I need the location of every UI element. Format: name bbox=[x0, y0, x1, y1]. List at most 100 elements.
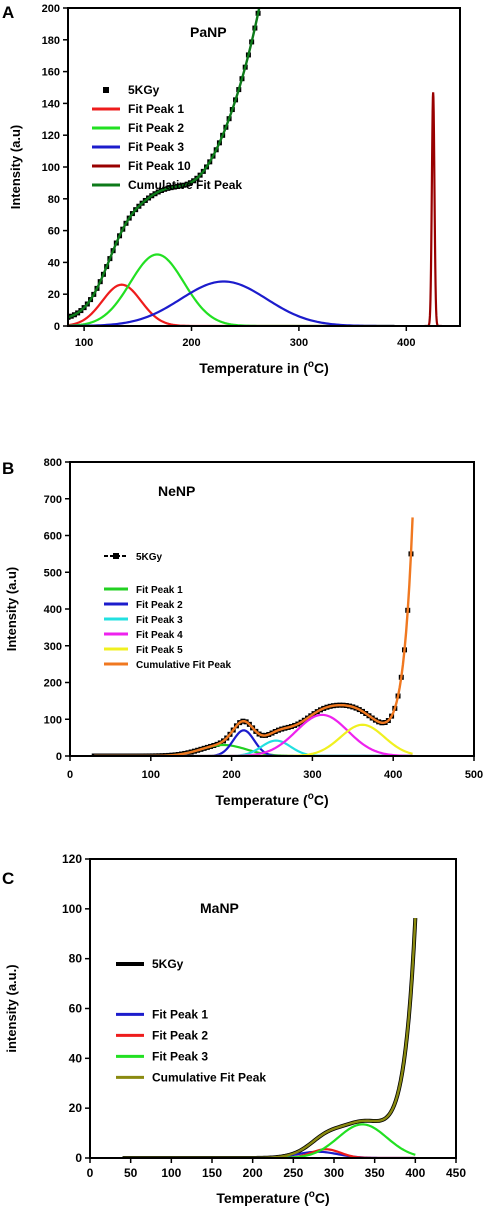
fit-peak-line bbox=[94, 729, 413, 756]
data-marker bbox=[149, 753, 155, 756]
x-tick-label: 350 bbox=[365, 1166, 385, 1180]
x-axis-label: Temperature (oC) bbox=[215, 791, 328, 808]
panel-letter: B bbox=[2, 459, 14, 478]
y-tick-label: 100 bbox=[62, 902, 82, 916]
legend-label: Fit Peak 2 bbox=[152, 1028, 208, 1042]
legend-label: Fit Peak 10 bbox=[128, 159, 191, 173]
legend-label: Fit Peak 1 bbox=[152, 1007, 208, 1021]
y-tick-label: 500 bbox=[44, 567, 62, 579]
fit-peak-line bbox=[68, 283, 395, 326]
data-marker bbox=[143, 753, 149, 756]
x-tick-label: 50 bbox=[124, 1166, 138, 1180]
y-tick-label: 20 bbox=[69, 1101, 83, 1115]
y-tick-label: 140 bbox=[42, 98, 60, 110]
legend: 5KGy Fit Peak 1 Fit Peak 2 Fit Peak 3 Cumula… bbox=[116, 957, 266, 1084]
x-axis-label-unit: C) bbox=[315, 1190, 330, 1206]
fit-peak-line bbox=[68, 280, 395, 326]
x-tick-label: 400 bbox=[384, 769, 402, 781]
y-tick-label: 40 bbox=[69, 1051, 83, 1065]
y-tick-label: 0 bbox=[56, 751, 62, 763]
y-axis-label: Intensity (a.u) bbox=[4, 567, 19, 652]
y-tick-label: 600 bbox=[44, 531, 62, 543]
y-axis-label: intensity (a.u.) bbox=[4, 964, 19, 1052]
y-tick-label: 40 bbox=[48, 257, 60, 269]
x-axis-label-main: Temperature in ( bbox=[199, 360, 308, 376]
fit-peak-line bbox=[94, 739, 413, 756]
x-tick-label: 300 bbox=[290, 337, 308, 349]
plot-area bbox=[68, 8, 442, 326]
fit-peak-line bbox=[68, 253, 395, 326]
data-marker bbox=[94, 753, 100, 756]
legend-label: Cumulative Fit Peak bbox=[128, 178, 242, 192]
data-marker bbox=[146, 753, 152, 756]
x-tick-label: 200 bbox=[182, 337, 200, 349]
cumulative-fit-line bbox=[68, 8, 261, 319]
legend-label: Fit Peak 3 bbox=[128, 140, 184, 154]
x-tick-label: 100 bbox=[161, 1166, 181, 1180]
y-tick-label: 60 bbox=[48, 226, 60, 238]
x-axis-label-unit: C) bbox=[314, 360, 329, 376]
x-tick-label: 200 bbox=[243, 1166, 263, 1180]
fit-peak-line bbox=[94, 723, 413, 756]
legend-label: Cumulative Fit Peak bbox=[152, 1070, 266, 1084]
data-marker bbox=[117, 753, 123, 756]
legend-label: Fit Peak 2 bbox=[128, 121, 184, 135]
fit-peak-line bbox=[424, 92, 442, 326]
y-tick-label: 160 bbox=[42, 67, 60, 79]
panel-letter: C bbox=[2, 869, 14, 888]
legend-label: Fit Peak 1 bbox=[128, 102, 184, 116]
legend-label: Fit Peak 5 bbox=[136, 645, 183, 656]
x-axis-label-main: Temperature ( bbox=[216, 1190, 309, 1206]
y-tick-label: 80 bbox=[48, 194, 60, 206]
legend-label: 5KGy bbox=[152, 957, 184, 971]
fit-peak-line bbox=[122, 1123, 416, 1158]
x-tick-label: 100 bbox=[75, 337, 93, 349]
y-tick-label: 400 bbox=[44, 604, 62, 616]
y-tick-label: 800 bbox=[44, 457, 62, 469]
data-marker bbox=[107, 753, 113, 756]
x-axis-label-degree: o bbox=[308, 359, 314, 370]
y-tick-label: 700 bbox=[44, 494, 62, 506]
data-marker bbox=[104, 753, 110, 756]
chart-panel-b: B 0 100 200 300 400 500 0 100 200 300 400 500 600 700 8… bbox=[2, 457, 483, 808]
y-tick-label: 180 bbox=[42, 35, 60, 47]
plot-frame bbox=[89, 858, 457, 1159]
legend-label: Cumulative Fit Peak bbox=[136, 660, 231, 671]
x-tick-label: 100 bbox=[142, 769, 160, 781]
y-tick-label: 60 bbox=[69, 1002, 83, 1016]
data-marker bbox=[114, 753, 120, 756]
data-marker bbox=[120, 753, 126, 756]
legend-label: Fit Peak 1 bbox=[136, 585, 183, 596]
x-tick-label: 400 bbox=[397, 337, 415, 349]
legend-label: Fit Peak 3 bbox=[152, 1049, 208, 1063]
y-tick-label: 0 bbox=[75, 1151, 82, 1165]
y-tick-label: 120 bbox=[62, 852, 82, 866]
y-axis-label: Intensity (a.u) bbox=[8, 125, 23, 210]
legend-swatch-marker bbox=[103, 87, 109, 93]
legend: 5KGy Fit Peak 1 Fit Peak 2 Fit Peak 3 Fit Pe… bbox=[92, 83, 242, 192]
legend: 5KGy Fit Peak 1 Fit Peak 2 Fit Peak 3 Fit Pe… bbox=[104, 552, 231, 671]
legend-label: Fit Peak 2 bbox=[136, 600, 183, 611]
data-marker bbox=[98, 753, 104, 756]
x-axis-label-main: Temperature ( bbox=[215, 792, 308, 808]
data-marker bbox=[133, 753, 139, 756]
legend-label: Fit Peak 3 bbox=[136, 615, 183, 626]
x-tick-label: 400 bbox=[405, 1166, 425, 1180]
data-marker bbox=[124, 753, 130, 756]
x-tick-label: 500 bbox=[465, 769, 483, 781]
x-tick-label: 200 bbox=[222, 769, 240, 781]
y-tick-label: 120 bbox=[42, 130, 60, 142]
legend-label: 5KGy bbox=[136, 552, 163, 563]
chart-panel-a: A 100 200 300 400 0 20 40 60 80 100 120 140 160 180 200… bbox=[2, 3, 461, 376]
x-tick-label: 150 bbox=[202, 1166, 222, 1180]
panel-letter: A bbox=[2, 3, 14, 22]
data-marker bbox=[130, 753, 136, 756]
x-tick-label: 450 bbox=[446, 1166, 466, 1180]
y-tick-label: 100 bbox=[44, 714, 62, 726]
x-tick-label: 250 bbox=[283, 1166, 303, 1180]
y-tick-label: 20 bbox=[48, 289, 60, 301]
chart-title: NeNP bbox=[158, 483, 195, 499]
x-tick-label: 300 bbox=[324, 1166, 344, 1180]
chart-title: PaNP bbox=[190, 24, 227, 40]
